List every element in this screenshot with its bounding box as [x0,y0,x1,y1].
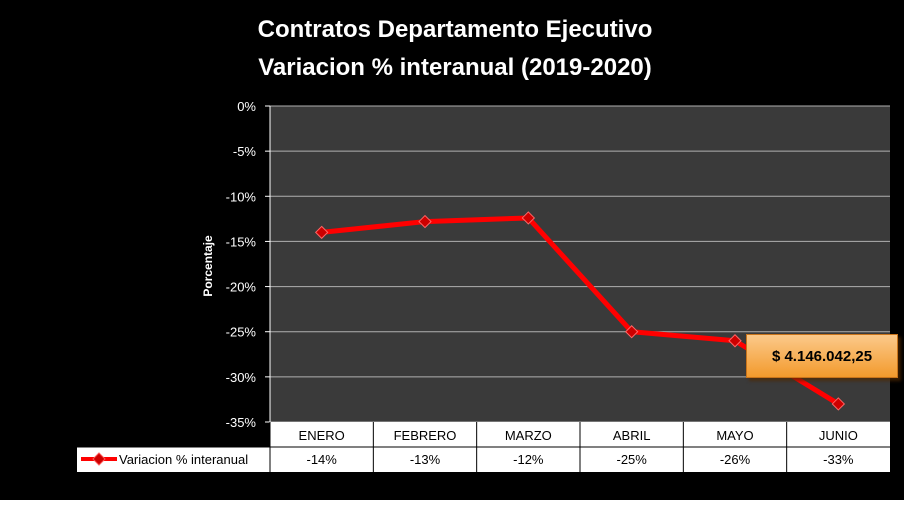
x-category-label: FEBRERO [394,428,457,443]
y-axis-title: Porcentaje [201,235,215,297]
legend-series-name: Variacion % interanual [119,452,248,467]
value-callout: $ 4.146.042,25 [746,334,898,378]
y-tick-label: -5% [233,144,257,159]
chart-subtitle: Variacion % interanual (2019-2020) [258,54,652,81]
bottom-border [0,500,910,506]
y-tick-label: 0% [237,99,256,114]
x-category-label: ENERO [299,428,345,443]
data-table-value: -33% [823,452,854,467]
data-point-marker [728,334,742,348]
x-category-label: MAYO [716,428,753,443]
data-point-marker [831,397,846,411]
x-category-label: JUNIO [819,428,858,443]
chart-title: Contratos Departamento Ejecutivo [257,16,653,43]
x-category-label: MARZO [505,428,552,443]
data-point-marker [314,225,329,240]
x-category-label: ABRIL [613,428,651,443]
y-tick-label: -10% [226,189,257,204]
data-table-value: -12% [513,452,544,467]
callout-text: $ 4.146.042,25 [771,347,873,365]
data-point-marker [418,214,432,229]
y-tick-label: -30% [226,370,257,385]
y-tick-label: -20% [226,280,257,295]
data-point-marker [521,211,536,225]
data-table-value: -14% [306,452,337,467]
data-point-marker [624,325,639,339]
data-table-value: -25% [616,452,647,467]
data-table-value: -13% [410,452,441,467]
right-border [904,0,910,506]
y-tick-label: -35% [226,415,257,430]
legend-marker-swatch [92,452,106,466]
table-row-bg [77,447,890,472]
y-tick-label: -15% [226,234,257,249]
data-table-value: -26% [720,452,751,467]
y-tick-label: -25% [226,325,257,340]
